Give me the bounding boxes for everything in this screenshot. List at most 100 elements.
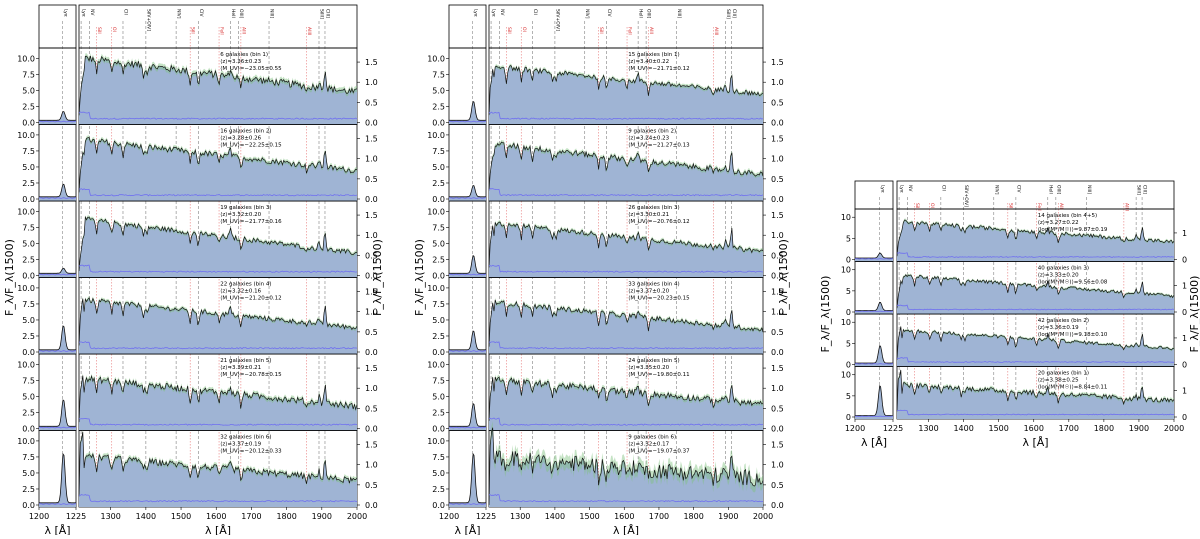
bin-annotation: 9 galaxies (bin 6)	[628, 435, 676, 441]
ytick-right-label: 1.0	[365, 78, 378, 87]
xtick-main-label: 1600	[1024, 424, 1044, 433]
bin-annotation: ⟨z⟩=3.28±0.26	[220, 135, 261, 142]
zoom-spectrum	[449, 256, 486, 274]
zoom-spectrum	[39, 268, 76, 273]
zoom-fill	[39, 454, 76, 507]
zoom-panel-frame	[39, 278, 76, 355]
bin-annotation: ⟨z⟩=3.35±0.20	[628, 364, 669, 371]
ytick-left-label: 5.0	[432, 469, 445, 478]
ylabel-left: F_λ/F_λ(1500)	[3, 239, 16, 316]
spectrum-fill	[489, 428, 763, 507]
line-label: AlIII	[306, 27, 312, 35]
xtick-main-label: 1800	[1094, 424, 1114, 433]
xtick-main-label: 2000	[347, 512, 367, 521]
ytick-right-label: 1.5	[771, 364, 784, 373]
ytick-left-label: 5.0	[432, 163, 445, 172]
line-label: CIII]	[1142, 185, 1148, 194]
bin-annotation: ⟨z⟩=3.39±0.21	[220, 364, 261, 371]
xlabel-zoom: λ [Å]	[454, 524, 480, 535]
line-label-zoom: Lyα	[63, 9, 69, 17]
bin-annotation: ⟨z⟩=3.37±0.19	[220, 441, 261, 448]
ytick-right-label: 1.5	[365, 441, 378, 450]
line-label: FeII	[219, 27, 225, 35]
ytick-right-label: 0.0	[771, 195, 784, 204]
header-box-main	[489, 5, 763, 48]
line-label: CIV	[198, 9, 204, 17]
ytick-left-label: 5	[846, 234, 851, 243]
ytick-right-label: 0	[1182, 308, 1187, 317]
bin-annotation: ⟨z⟩=3.33±0.20	[1038, 272, 1079, 279]
zoom-panel-frame	[39, 48, 76, 125]
bin-annotation: 22 galaxies (bin 4)	[220, 282, 271, 288]
line-label: OI	[111, 27, 117, 32]
ytick-left-label: 5.0	[432, 392, 445, 401]
ytick-left-label: 0.0	[432, 501, 445, 510]
line-label: SiIII]	[1136, 185, 1142, 195]
ytick-right-label: 0	[1182, 361, 1187, 370]
line-label: NV	[89, 9, 95, 16]
ytick-left-label: 5	[846, 392, 851, 401]
bin-annotation: ⟨z⟩=3.38±0.25	[1038, 377, 1079, 384]
xlabel-main: λ [Å]	[1022, 436, 1048, 449]
xtick-zoom-label: 1225	[883, 424, 903, 433]
ytick-left-label: 10.0	[427, 284, 445, 293]
line-label: NIV]	[176, 9, 182, 19]
zoom-panel-frame	[39, 125, 76, 202]
ytick-right-label: 0.5	[771, 328, 784, 337]
bin-annotation: ⟨M_UV⟩=−19.80±0.11	[628, 371, 689, 378]
line-label: SiIV+OIV]	[963, 185, 969, 207]
zoom-panel-frame	[39, 431, 76, 508]
ytick-right-label: 1.5	[771, 211, 784, 220]
ytick-left-label: 0.0	[432, 348, 445, 357]
zoom-spectrum	[449, 186, 486, 197]
line-label: NIII]	[1086, 185, 1092, 194]
header-box-main	[79, 5, 357, 48]
ytick-left-label: 2.5	[22, 485, 35, 494]
ytick-right-label: 1	[1182, 334, 1187, 343]
bin-annotation: ⟨M_UV⟩=−19.07±0.37	[628, 448, 690, 455]
line-label: SiII	[96, 27, 102, 34]
xtick-main-label: 1900	[312, 512, 332, 521]
line-label: NIII]	[676, 9, 682, 18]
ytick-left-label: 7.5	[22, 453, 35, 462]
ytick-left-label: 0.0	[432, 272, 445, 281]
ylabel-left: F_λ/F_λ(1500)	[413, 239, 426, 316]
zoom-fill	[855, 302, 893, 314]
ytick-right-label: 1.0	[365, 384, 378, 393]
line-label: SiII	[506, 27, 512, 34]
ytick-right-label: 0.0	[771, 119, 784, 128]
ytick-left-label: 0.0	[22, 425, 35, 434]
zoom-panel-frame	[855, 262, 893, 315]
xtick-zoom-label: 1200	[845, 424, 865, 433]
line-label: OIII]	[238, 9, 244, 19]
bin-annotation: ⟨M_UV⟩=−22.25±0.15	[220, 142, 282, 149]
ytick-right-label: 0.5	[365, 175, 378, 184]
ytick-right-label: 1	[1182, 386, 1187, 395]
ytick-right-label: 0.5	[771, 481, 784, 490]
ytick-right-label: 0.0	[771, 501, 784, 510]
ytick-left-label: 10.0	[427, 437, 445, 446]
line-label: Lyα	[899, 185, 905, 193]
ytick-right-label: 0.5	[771, 404, 784, 413]
ytick-right-label: 0.0	[365, 119, 378, 128]
zoom-spectrum	[39, 184, 76, 197]
ytick-right-label: 0.0	[365, 348, 378, 357]
ytick-right-label: 0	[1182, 256, 1187, 265]
ytick-left-label: 7.5	[432, 376, 445, 385]
xlabel-zoom: λ [Å]	[861, 436, 887, 449]
bin-annotation: ⟨z⟩=3.40±0.22	[628, 58, 669, 65]
ytick-left-label: 0.0	[22, 501, 35, 510]
bin-annotation: ⟨z⟩=3.24±0.23	[628, 135, 669, 142]
xtick-main-label: 1400	[545, 512, 565, 521]
ytick-left-label: 10.0	[17, 207, 35, 216]
bin-annotation: ⟨log(M*/M☉)⟩=9.18±0.10	[1038, 331, 1108, 338]
line-label: CII	[940, 185, 946, 191]
xtick-main-label: 1700	[649, 512, 669, 521]
ytick-right-label: 0.5	[365, 481, 378, 490]
bin-annotation: ⟨z⟩=3.37±0.20	[628, 288, 669, 295]
zoom-spectrum	[39, 326, 76, 350]
ytick-right-label: 1.0	[365, 231, 378, 240]
